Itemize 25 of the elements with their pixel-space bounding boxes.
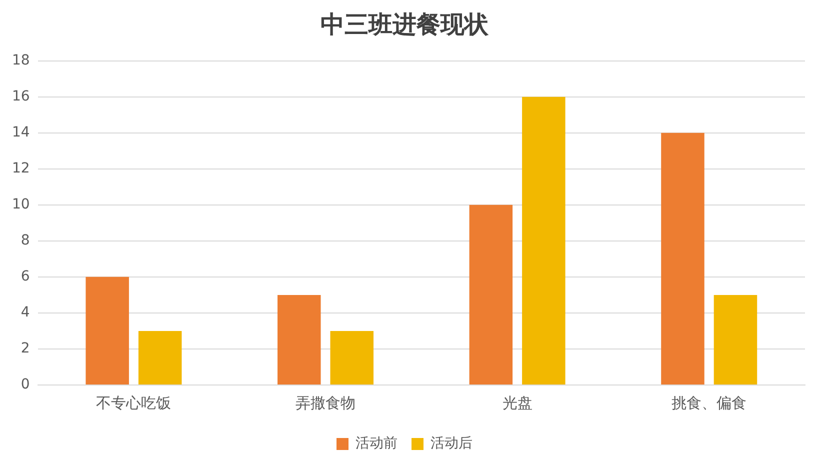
y-tick-label: 18 xyxy=(12,52,30,68)
legend-label: 活动前 xyxy=(356,436,398,452)
bar xyxy=(138,330,182,384)
bar xyxy=(469,204,513,384)
chart-title: 中三班进餐现状 xyxy=(320,10,490,39)
y-tick-label: 4 xyxy=(20,304,30,321)
y-tick-label: 2 xyxy=(20,340,30,357)
y-tick-label: 16 xyxy=(12,88,30,104)
bar xyxy=(522,96,566,384)
y-tick-label: 8 xyxy=(20,232,30,249)
bar xyxy=(86,276,129,384)
bar xyxy=(714,294,758,384)
x-tick-label: 弄撒食物 xyxy=(296,394,356,412)
legend-label: 活动后 xyxy=(430,436,472,452)
x-tick-label: 不专心吃饭 xyxy=(96,394,172,412)
x-tick-label: 光盘 xyxy=(502,394,532,412)
bar xyxy=(661,132,704,384)
bar xyxy=(278,294,321,384)
bar xyxy=(330,330,374,384)
y-tick-label: 12 xyxy=(12,160,30,177)
y-tick-label: 6 xyxy=(20,268,30,285)
y-tick-label: 14 xyxy=(12,124,30,140)
x-tick-label: 挑食、偏食 xyxy=(672,394,747,412)
y-tick-label: 10 xyxy=(12,196,30,213)
y-tick-label: 0 xyxy=(20,376,30,393)
